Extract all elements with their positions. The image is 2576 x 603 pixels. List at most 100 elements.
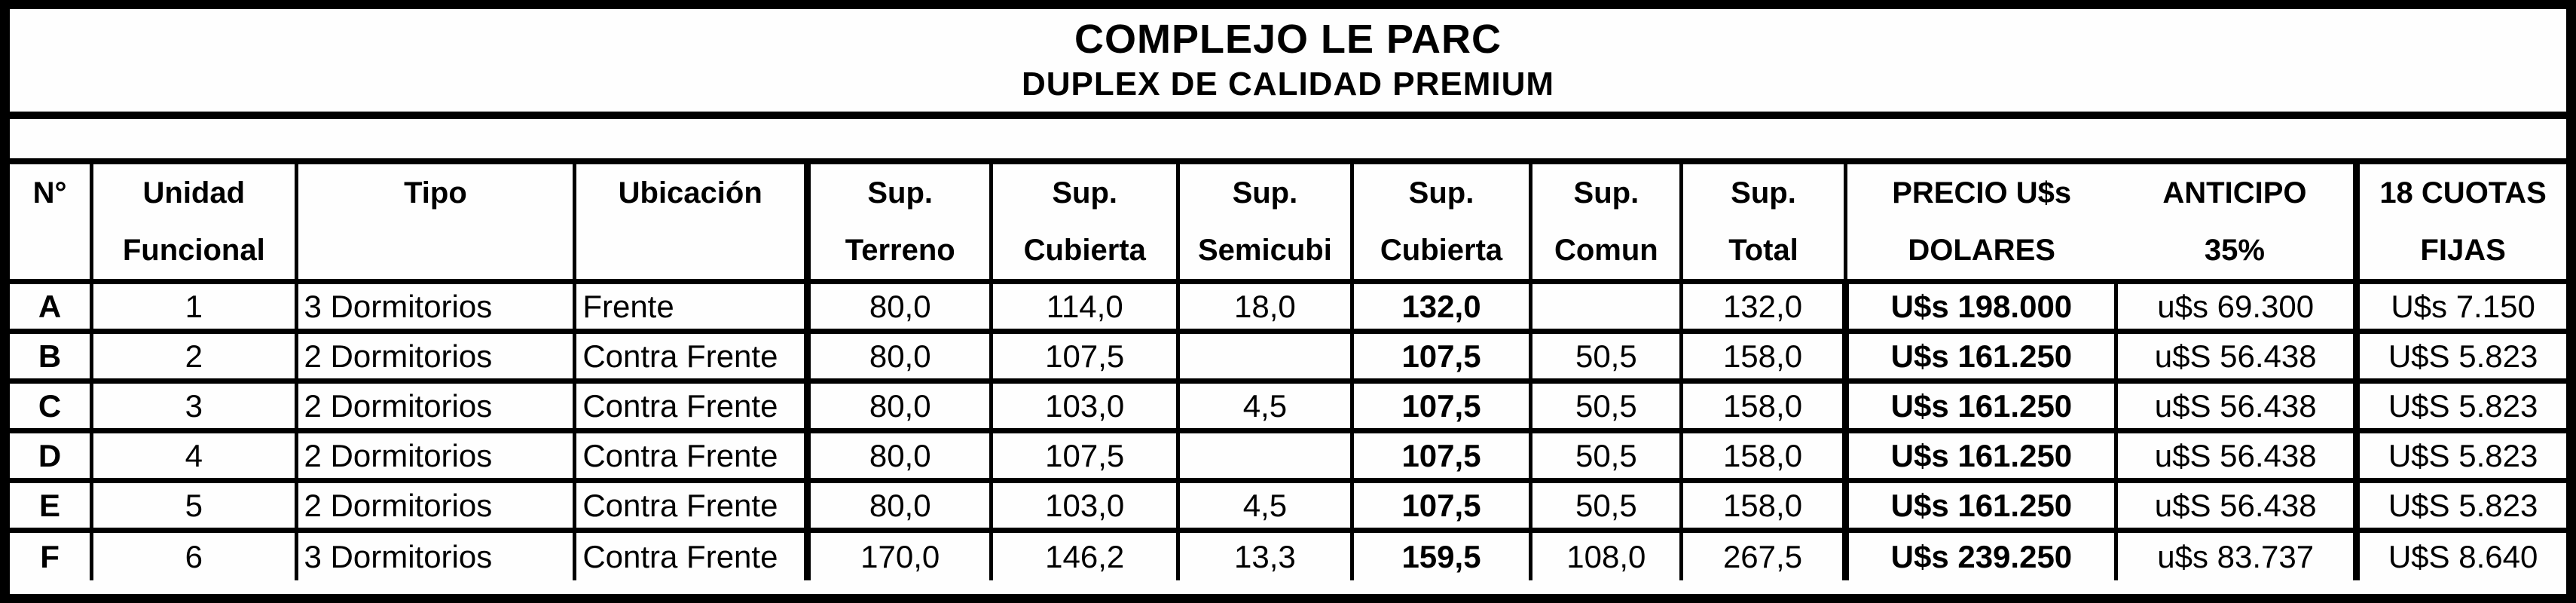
cell-numero: A xyxy=(10,279,94,335)
cell-tipo: 2 Dormitorios xyxy=(294,479,577,534)
cell-sup-cubierta-2: 107,5 xyxy=(1349,429,1533,484)
header-cell-tipo: Tipo xyxy=(294,164,577,284)
header-cell-sup-comun: Sup. Comun xyxy=(1529,164,1684,284)
page-subtitle: DUPLEX DE CALIDAD PREMIUM xyxy=(1021,66,1555,103)
cell-sup-comun: 50,5 xyxy=(1529,329,1684,384)
cell-unidad: 2 xyxy=(90,329,298,384)
cell-unidad: 5 xyxy=(90,479,298,534)
cell-sup-terreno: 170,0 xyxy=(804,528,994,580)
header-line: Ubicación xyxy=(618,176,762,210)
header-line: Sup. xyxy=(1408,176,1474,210)
header-cell-precio: PRECIO U$s DOLARES xyxy=(1843,164,2116,284)
cell-cuotas: U$S 5.823 xyxy=(2353,479,2566,534)
header-line: Sup. xyxy=(1052,176,1118,210)
cell-sup-total: 158,0 xyxy=(1679,479,1847,534)
header-line: Cubierta xyxy=(1023,234,1146,267)
cell-precio: U$s 198.000 xyxy=(1841,279,2119,335)
header-line xyxy=(300,222,571,277)
header-line: Semicubi xyxy=(1197,234,1332,267)
header-line: Sup. xyxy=(867,176,934,210)
cell-unidad: 6 xyxy=(90,528,298,580)
cell-sup-semicubi: 13,3 xyxy=(1176,528,1354,580)
cell-anticipo: u$S 56.438 xyxy=(2114,329,2359,384)
cell-sup-terreno: 80,0 xyxy=(804,279,994,335)
table-row-c: C 3 2 Dormitorios Contra Frente 80,0 103… xyxy=(10,379,2566,434)
cell-numero: D xyxy=(10,429,94,484)
table-row-a: A 1 3 Dormitorios Frente 80,0 114,0 18,0… xyxy=(10,279,2566,335)
cell-ubicacion: Contra Frente xyxy=(573,329,810,384)
header-line: Cubierta xyxy=(1380,234,1503,267)
cell-precio: U$s 161.250 xyxy=(1841,429,2119,484)
title-block: COMPLEJO LE PARC DUPLEX DE CALIDAD PREMI… xyxy=(10,9,2566,119)
cell-sup-cubierta-2: 132,0 xyxy=(1349,279,1533,335)
cell-anticipo: u$S 56.438 xyxy=(2114,379,2359,434)
cell-anticipo: u$S 56.438 xyxy=(2114,479,2359,534)
cell-sup-terreno: 80,0 xyxy=(804,379,994,434)
header-line: DOLARES xyxy=(1908,234,2055,267)
cell-sup-cubierta-2: 107,5 xyxy=(1349,329,1533,384)
header-cell-anticipo: ANTICIPO 35% xyxy=(2116,164,2359,284)
header-line: PRECIO U$s xyxy=(1892,176,2072,210)
sheet-inner: COMPLEJO LE PARC DUPLEX DE CALIDAD PREMI… xyxy=(10,9,2566,594)
cell-sup-terreno: 80,0 xyxy=(804,479,994,534)
cell-cuotas: U$S 5.823 xyxy=(2353,379,2566,434)
cell-precio: U$s 161.250 xyxy=(1841,329,2119,384)
cell-sup-cubierta: 146,2 xyxy=(989,528,1181,580)
cell-numero: B xyxy=(10,329,94,384)
cell-sup-semicubi: 4,5 xyxy=(1176,379,1354,434)
table-row-d: D 4 2 Dormitorios Contra Frente 80,0 107… xyxy=(10,429,2566,484)
cell-numero: E xyxy=(10,479,94,534)
cell-sup-total: 158,0 xyxy=(1679,429,1847,484)
cell-cuotas: U$S 5.823 xyxy=(2353,429,2566,484)
cell-sup-cubierta-2: 107,5 xyxy=(1349,479,1533,534)
header-cell-sup-cubierta-2: Sup. Cubierta xyxy=(1349,164,1533,284)
price-table: N° Unidad Funcional Tipo Ubicación Sup. Te… xyxy=(10,164,2566,580)
cell-sup-cubierta: 114,0 xyxy=(989,279,1181,335)
cell-cuotas: U$S 5.823 xyxy=(2353,329,2566,384)
cell-ubicacion: Contra Frente xyxy=(573,429,810,484)
cell-tipo: 2 Dormitorios xyxy=(294,379,577,434)
cell-anticipo: u$S 56.438 xyxy=(2114,429,2359,484)
cell-sup-cubierta: 103,0 xyxy=(989,379,1181,434)
cell-sup-semicubi: 18,0 xyxy=(1176,279,1354,335)
cell-sup-cubierta: 107,5 xyxy=(989,429,1181,484)
cell-unidad: 1 xyxy=(90,279,298,335)
header-line: ANTICIPO xyxy=(2162,176,2307,210)
cell-unidad: 3 xyxy=(90,379,298,434)
cell-sup-cubierta-2: 159,5 xyxy=(1349,528,1533,580)
cell-sup-total: 132,0 xyxy=(1679,279,1847,335)
cell-ubicacion: Contra Frente xyxy=(573,379,810,434)
cell-precio: U$s 239.250 xyxy=(1841,528,2119,580)
table-body: A 1 3 Dormitorios Frente 80,0 114,0 18,0… xyxy=(10,279,2566,580)
table-header: N° Unidad Funcional Tipo Ubicación Sup. Te… xyxy=(10,164,2566,284)
header-cell-numero: N° xyxy=(10,164,94,284)
table-row-e: E 5 2 Dormitorios Contra Frente 80,0 103… xyxy=(10,479,2566,534)
cell-sup-terreno: 80,0 xyxy=(804,329,994,384)
cell-ubicacion: Contra Frente xyxy=(573,479,810,534)
table-row-f: F 6 3 Dormitorios Contra Frente 170,0 14… xyxy=(10,528,2566,580)
cell-sup-cubierta: 103,0 xyxy=(989,479,1181,534)
cell-sup-total: 158,0 xyxy=(1679,329,1847,384)
header-line xyxy=(10,222,88,277)
header-line: Comun xyxy=(1554,234,1658,267)
cell-tipo: 2 Dormitorios xyxy=(294,329,577,384)
header-line: N° xyxy=(32,176,67,210)
cell-anticipo: u$s 83.737 xyxy=(2114,528,2359,580)
header-cell-sup-semicubi: Sup. Semicubi xyxy=(1176,164,1354,284)
cell-sup-total: 158,0 xyxy=(1679,379,1847,434)
header-line: Total xyxy=(1728,234,1798,267)
cell-ubicacion: Contra Frente xyxy=(573,528,810,580)
cell-sup-semicubi: 4,5 xyxy=(1176,479,1354,534)
cell-sup-cubierta: 107,5 xyxy=(989,329,1181,384)
table-area: N° Unidad Funcional Tipo Ubicación Sup. Te… xyxy=(10,164,2566,594)
header-line: Sup. xyxy=(1573,176,1639,210)
cell-sup-comun: 50,5 xyxy=(1529,479,1684,534)
cell-ubicacion: Frente xyxy=(573,279,810,335)
cell-cuotas: U$S 8.640 xyxy=(2353,528,2566,580)
header-cell-unidad: Unidad Funcional xyxy=(90,164,298,284)
header-line: Sup. xyxy=(1731,176,1796,210)
cell-sup-cubierta-2: 107,5 xyxy=(1349,379,1533,434)
cell-precio: U$s 161.250 xyxy=(1841,379,2119,434)
cell-sup-total: 267,5 xyxy=(1679,528,1847,580)
